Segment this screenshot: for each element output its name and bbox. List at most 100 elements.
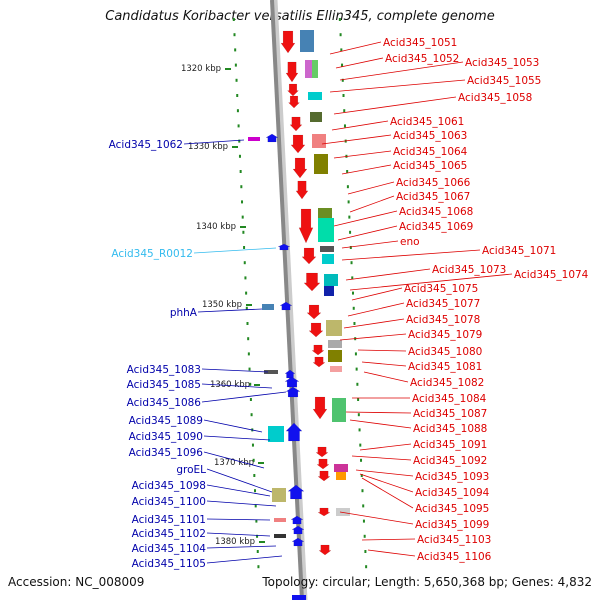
- label-leader-line: [357, 349, 407, 352]
- tick-mark: [255, 519, 258, 523]
- gene-block: [322, 254, 334, 264]
- tick-mark: [250, 413, 253, 417]
- label-leader-line: [351, 455, 412, 461]
- label-leader-line: [206, 555, 283, 564]
- tick-mark: [236, 109, 239, 113]
- label-leader-line: [355, 469, 414, 477]
- gene-label: Acid345_1081: [408, 361, 482, 373]
- tick-mark: [349, 246, 352, 249]
- forward-gene-arrow: [311, 344, 325, 356]
- tick-mark: [254, 504, 257, 508]
- label-leader-line: [201, 368, 269, 373]
- gene-block: [318, 208, 332, 218]
- gene-block: [324, 286, 334, 296]
- ruler-label: 1380 kbp: [215, 537, 255, 547]
- gene-label: Acid345_1091: [413, 439, 487, 451]
- label-leader-line: [206, 518, 271, 521]
- gene-label: Acid345_1080: [408, 346, 482, 358]
- forward-gene-arrow: [317, 507, 331, 517]
- label-leader-line: [203, 435, 271, 441]
- forward-gene-arrow: [308, 322, 324, 338]
- kbp-ruler: 1320 kbp 1330 kbp 1340 kbp 1350 kbp 1360 kbp…: [181, 64, 265, 547]
- gene-label: Acid345_1069: [399, 221, 473, 233]
- gene-block: [330, 366, 342, 372]
- tick-mark: [357, 413, 360, 417]
- map-title: Candidatus Koribacter versatilis Ellin34…: [105, 9, 495, 24]
- gene-labels: Acid345_1051 Acid345_1052 Acid345_1053 Acid…: [109, 37, 589, 570]
- forward-gene-arrow: [317, 470, 331, 482]
- gene-label: Acid345_1104: [132, 543, 207, 555]
- label-leader-line: [329, 41, 382, 55]
- ruler-tick: [258, 462, 264, 464]
- tick-mark: [354, 352, 357, 356]
- label-leader-line: [359, 473, 414, 493]
- ruler-label: 1320 kbp: [181, 64, 221, 74]
- tick-mark: [351, 276, 354, 280]
- tick-mark: [350, 261, 353, 265]
- ruler-tick: [254, 384, 260, 386]
- gene-block: [312, 60, 318, 78]
- gene-label: Acid345_1089: [129, 415, 203, 427]
- gene-block: [268, 426, 284, 442]
- tick-mark: [239, 170, 242, 173]
- tick-mark: [246, 322, 249, 325]
- reverse-gene-arrow: [285, 386, 301, 398]
- gene-block: [312, 134, 326, 148]
- tick-mark: [233, 33, 236, 37]
- label-leader-line: [341, 249, 481, 261]
- tick-mark: [256, 534, 259, 538]
- tick-mark: [243, 246, 246, 249]
- gene-block: [310, 112, 322, 122]
- gene-block: [292, 595, 306, 600]
- reverse-gene-arrow: [277, 243, 291, 251]
- gene-block: [272, 488, 286, 502]
- tick-mark: [362, 504, 365, 508]
- tick-mark: [356, 382, 359, 386]
- tick-mark: [245, 291, 248, 295]
- gene-label: Acid345_1055: [467, 75, 541, 87]
- forward-gene-arrow: [301, 247, 317, 265]
- tick-mark: [234, 48, 237, 52]
- tick-mark: [245, 306, 248, 310]
- gene-label: eno: [400, 236, 420, 248]
- tick-mark: [234, 63, 237, 67]
- gene-label: Acid345_1062: [109, 139, 183, 151]
- ruler-label: 1370 kbp: [214, 458, 254, 468]
- tick-mark: [247, 337, 250, 341]
- forward-gene-arrow: [287, 95, 301, 109]
- tick-mark: [348, 215, 351, 219]
- genome-backbone: [270, 0, 304, 600]
- tick-mark: [257, 565, 260, 569]
- gene-label: Acid345_1065: [393, 160, 467, 172]
- tick-mark: [343, 124, 346, 128]
- ruler-label: 1360 kbp: [210, 380, 250, 390]
- tick-mark: [353, 322, 356, 325]
- gene-label: Acid345_1106: [417, 551, 492, 563]
- label-leader-line: [201, 391, 287, 403]
- tick-mark: [341, 78, 344, 82]
- gene-label: phhA: [170, 307, 198, 319]
- gene-block: [318, 218, 334, 242]
- tick-mark: [338, 18, 341, 21]
- label-leader-line: [349, 273, 513, 291]
- gene-label: Acid345_1074: [514, 269, 589, 281]
- ruler-tick: [259, 541, 265, 543]
- label-leader-line: [335, 57, 384, 69]
- forward-gene-arrow: [306, 304, 322, 320]
- tick-mark: [247, 352, 250, 356]
- label-leader-line: [347, 302, 405, 317]
- gene-block: [262, 304, 274, 310]
- label-leader-line: [339, 511, 414, 525]
- tick-mark: [241, 215, 244, 219]
- gene-label: Acid345_1088: [413, 423, 487, 435]
- tick-mark: [254, 489, 257, 493]
- tick-mark: [364, 550, 367, 553]
- label-leader-line: [206, 484, 271, 497]
- tick-mark: [241, 200, 244, 204]
- gene-label: Acid345_1092: [413, 455, 487, 467]
- gene-block: [308, 92, 322, 100]
- forward-gene-arrow: [286, 83, 300, 97]
- forward-gene-arrow: [316, 458, 330, 470]
- tick-mark: [362, 519, 365, 523]
- label-leaders: [183, 41, 513, 564]
